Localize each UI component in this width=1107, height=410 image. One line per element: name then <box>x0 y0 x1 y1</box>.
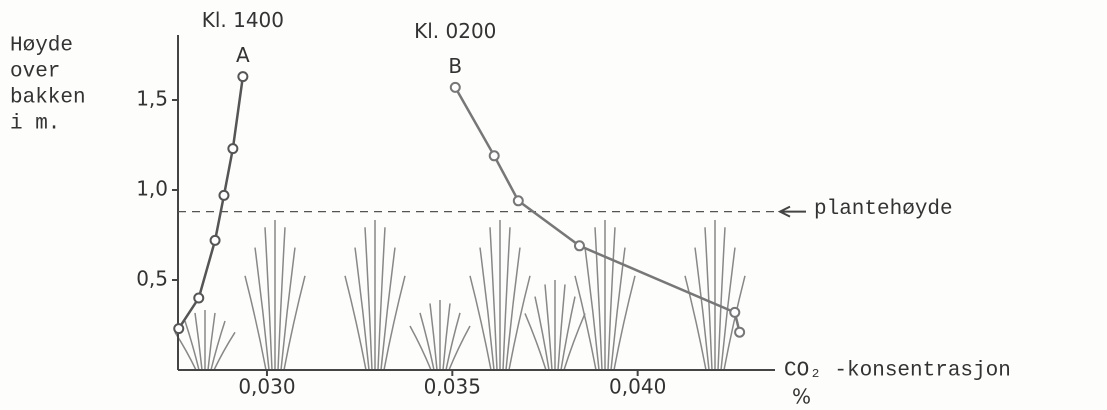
plant-stem <box>614 276 635 370</box>
plant-stem <box>195 313 202 370</box>
plant-stem <box>575 276 596 370</box>
data-point <box>194 294 203 303</box>
series-line <box>179 77 243 329</box>
x-tick-label: 0,035 <box>424 375 481 399</box>
data-point <box>219 191 228 200</box>
plant-stem <box>443 303 450 370</box>
plant-stem <box>470 276 491 370</box>
plant-stem <box>558 284 565 370</box>
plant-stem <box>490 227 497 370</box>
plant-stem <box>410 326 431 370</box>
plant-stem <box>705 227 712 370</box>
data-point <box>238 72 247 81</box>
y-tick-label: 1,5 <box>136 87 168 111</box>
plant-drawings <box>175 220 745 370</box>
plant-stem <box>345 276 366 370</box>
plant-stem <box>503 227 510 370</box>
series-name: A <box>236 43 250 67</box>
series-label: Kl. 1400 <box>202 8 284 32</box>
y-axis-label: i m. <box>10 113 60 136</box>
data-point <box>735 328 744 337</box>
y-axis-label: over <box>10 61 60 84</box>
plant-stem <box>595 227 602 370</box>
plant-stem <box>208 313 215 370</box>
x-tick-label: 0,030 <box>238 375 295 399</box>
series-name: B <box>448 54 462 78</box>
plant-stem <box>724 276 745 370</box>
plant-stem <box>564 313 585 370</box>
data-point <box>211 236 220 245</box>
plant-stem <box>265 227 272 370</box>
data-point <box>174 324 183 333</box>
data-point <box>451 83 460 92</box>
plant-stem <box>214 332 235 370</box>
data-point <box>514 196 523 205</box>
plant-stem <box>718 227 725 370</box>
plant-stem <box>284 276 305 370</box>
reference-arrow <box>780 207 806 217</box>
plant-stem <box>378 227 385 370</box>
series-label: Kl. 0200 <box>414 19 496 43</box>
plant-stem <box>685 276 706 370</box>
plant-stem <box>365 227 372 370</box>
x-axis-label: CO₂ -konsentrasjon <box>784 360 1011 383</box>
x-axis-unit: % <box>792 385 811 409</box>
plant-stem <box>608 227 615 370</box>
data-point <box>575 241 584 250</box>
plant-stem <box>278 227 285 370</box>
plant-stem <box>449 326 470 370</box>
y-axis-label: Høyde <box>10 35 73 58</box>
chart: Høyde over bakken i m. CO₂ -konsentrasjo… <box>0 0 1107 410</box>
data-point <box>730 308 739 317</box>
data-point <box>228 144 237 153</box>
y-tick-label: 0,5 <box>136 267 168 291</box>
plant-stem <box>430 303 437 370</box>
series-line <box>455 87 739 332</box>
y-tick-label: 1,0 <box>136 177 168 201</box>
x-tick-label: 0,040 <box>609 375 666 399</box>
y-axis-label: bakken <box>10 87 86 110</box>
reference-label: plantehøyde <box>814 198 953 221</box>
plant-stem <box>509 276 530 370</box>
plant-stem <box>245 276 266 370</box>
plant-stem <box>384 276 405 370</box>
plant-stem <box>525 313 546 370</box>
plant-stem <box>545 284 552 370</box>
data-point <box>490 151 499 160</box>
